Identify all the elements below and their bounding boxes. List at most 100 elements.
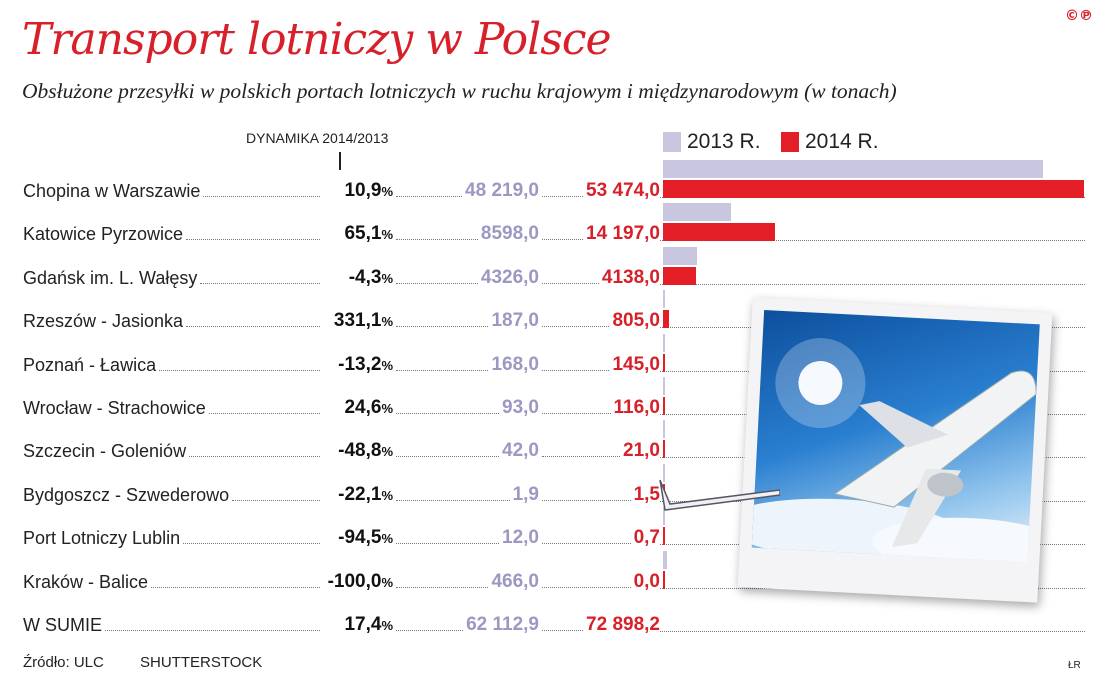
percent-sign: % bbox=[381, 487, 393, 503]
leader-dots bbox=[208, 413, 320, 414]
photo-credit: SHUTTERSTOCK bbox=[140, 654, 263, 671]
value-2013: 48 219,0 bbox=[465, 180, 539, 201]
leader-dots bbox=[542, 413, 611, 414]
row-leader-line bbox=[660, 283, 1085, 285]
dynamics-value: -94,5% bbox=[323, 527, 393, 549]
leader-dots bbox=[542, 456, 621, 458]
leader-dots bbox=[396, 586, 489, 588]
leader-dots bbox=[186, 239, 320, 241]
bar-2014 bbox=[663, 397, 665, 415]
bar-2014 bbox=[663, 527, 665, 546]
bar-2013 bbox=[663, 203, 731, 222]
leader-dots bbox=[396, 239, 478, 241]
value-2013: 93,0 bbox=[502, 397, 539, 418]
bar-2013 bbox=[663, 507, 665, 526]
dynamics-value: 65,1% bbox=[323, 223, 393, 245]
airport-name: Poznań - Ławica bbox=[23, 354, 157, 375]
value-2013: 42,0 bbox=[502, 440, 539, 462]
value-2013: 62 112,9 bbox=[466, 614, 539, 635]
dynamics-value: -48,8% bbox=[323, 440, 393, 462]
bar-2014 bbox=[663, 223, 775, 242]
chart-subtitle: Obsłużone przesyłki w polskich portach l… bbox=[22, 79, 897, 103]
dynamics-tick bbox=[339, 152, 341, 170]
table-row: Kraków - Balice -100,0% 466,0 0,0 bbox=[23, 567, 660, 593]
leader-dots bbox=[396, 413, 500, 414]
leader-dots bbox=[542, 630, 584, 631]
table-row: Bydgoszcz - Szwederowo -22,1% 1,9 1,5 bbox=[23, 480, 660, 506]
leader-dots bbox=[396, 456, 500, 458]
percent-sign: % bbox=[381, 401, 393, 416]
dynamics-value: -22,1% bbox=[323, 484, 393, 506]
logo: ©℗ bbox=[1065, 8, 1093, 24]
leader-dots bbox=[542, 369, 610, 371]
value-2013: 12,0 bbox=[502, 527, 539, 549]
leader-dots bbox=[151, 586, 320, 588]
airport-name: Port Lotniczy Lublin bbox=[23, 528, 181, 549]
dynamics-number: -100,0 bbox=[327, 570, 382, 592]
legend-2013: 2013 R. bbox=[663, 130, 761, 154]
leader-dots bbox=[396, 499, 510, 501]
leader-dots bbox=[542, 499, 631, 501]
percent-sign: % bbox=[381, 314, 393, 330]
value-2013: 4326,0 bbox=[480, 266, 539, 288]
leader-dots bbox=[396, 196, 463, 197]
table-row: Chopina w Warszawie 10,9% 48 219,0 53 474,0 bbox=[23, 176, 660, 202]
value-2014: 0,7 bbox=[633, 527, 660, 549]
bar-2013 bbox=[663, 160, 1043, 178]
table-row: Szczecin - Goleniów -48,8% 42,0 21,0 bbox=[23, 436, 660, 462]
dynamics-number: 10,9 bbox=[344, 180, 382, 201]
leader-dots bbox=[200, 282, 320, 284]
leader-dots bbox=[186, 326, 320, 328]
value-2014: 805,0 bbox=[612, 310, 660, 332]
airport-name: Katowice Pyrzowice bbox=[23, 224, 184, 245]
value-2014: 0,0 bbox=[633, 570, 660, 592]
bar-2013 bbox=[663, 463, 665, 482]
bar-2014 bbox=[663, 180, 1084, 198]
bar-2013 bbox=[663, 377, 665, 395]
percent-sign: % bbox=[381, 531, 393, 547]
bar-2013 bbox=[663, 420, 665, 439]
value-2013: 168,0 bbox=[491, 353, 539, 375]
total-row: W SUMIE 17,4% 62 112,9 72 898,2 bbox=[23, 610, 660, 636]
airplane-illustration bbox=[751, 338, 1040, 563]
dynamics-number: -4,3 bbox=[348, 266, 382, 288]
dynamics-number: 331,1 bbox=[333, 310, 382, 332]
table-row: Poznań - Ławica -13,2% 168,0 145,0 bbox=[23, 350, 660, 376]
airport-name: W SUMIE bbox=[23, 615, 102, 635]
dynamics-value: 17,4% bbox=[323, 614, 393, 636]
leader-dots bbox=[542, 239, 584, 241]
row-leader-line bbox=[660, 631, 1085, 632]
legend-label-2014: 2014 R. bbox=[805, 130, 879, 153]
percent-sign: % bbox=[381, 357, 393, 373]
value-2014: 145,0 bbox=[612, 353, 660, 375]
value-2014: 14 197,0 bbox=[586, 223, 660, 245]
table-row: Wrocław - Strachowice 24,6% 93,0 116,0 bbox=[23, 393, 660, 419]
row-leader-line bbox=[660, 240, 1085, 242]
value-2014: 72 898,2 bbox=[586, 614, 660, 635]
dynamics-number: 65,1 bbox=[344, 223, 382, 245]
leader-dots bbox=[542, 543, 631, 545]
leader-dots bbox=[542, 326, 610, 328]
dynamics-number: 24,6 bbox=[344, 397, 382, 418]
author-initials: ŁR bbox=[1068, 660, 1081, 671]
value-2013: 187,0 bbox=[491, 310, 539, 332]
dynamics-value: -100,0% bbox=[323, 571, 393, 593]
leader-dots bbox=[542, 586, 631, 588]
leader-dots bbox=[396, 543, 500, 545]
airport-name: Gdańsk im. L. Wałęsy bbox=[23, 267, 198, 288]
percent-sign: % bbox=[381, 574, 393, 590]
dynamics-number: -48,8 bbox=[338, 440, 382, 462]
value-2013: 1,9 bbox=[512, 483, 539, 505]
leader-dots bbox=[542, 282, 599, 284]
bar-2014 bbox=[663, 353, 665, 372]
leader-dots bbox=[542, 196, 584, 197]
value-2014: 53 474,0 bbox=[586, 180, 660, 201]
leader-dots bbox=[396, 282, 478, 284]
bar-2014 bbox=[663, 310, 670, 329]
dynamics-number: -94,5 bbox=[338, 527, 382, 549]
leader-dots bbox=[232, 499, 320, 501]
legend-swatch-2014 bbox=[781, 132, 799, 152]
value-2014: 116,0 bbox=[613, 397, 661, 418]
value-2013: 466,0 bbox=[491, 570, 539, 592]
